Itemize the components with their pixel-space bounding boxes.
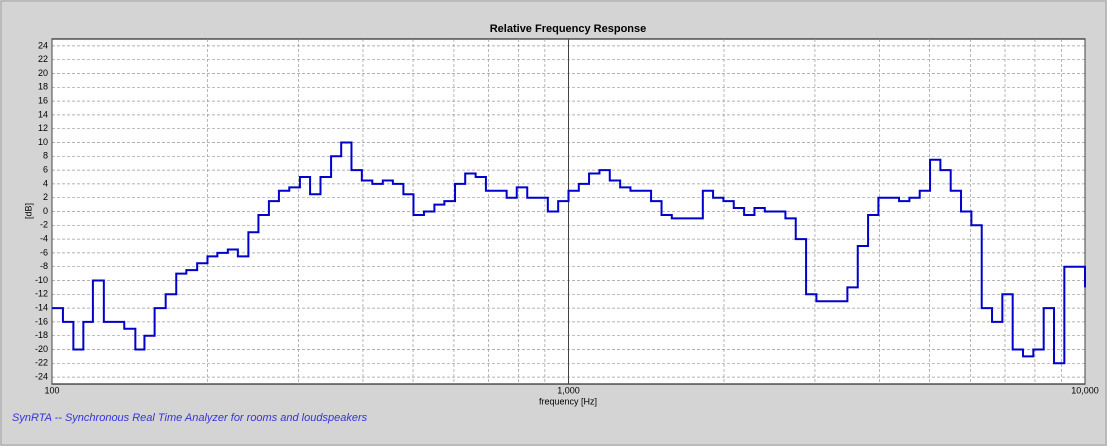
- y-tick-label: 16: [38, 95, 48, 105]
- x-tick-label: 1,000: [557, 385, 580, 395]
- y-tick-label: -12: [35, 289, 48, 299]
- y-tick-label: -4: [40, 233, 48, 243]
- x-tick-label: 10,000: [1071, 385, 1099, 395]
- y-tick-label: 10: [38, 137, 48, 147]
- y-tick-label: 2: [43, 192, 48, 202]
- y-tick-label: -8: [40, 261, 48, 271]
- data-line: [52, 141, 1086, 365]
- y-axis-label: [dB]: [23, 203, 33, 219]
- y-tick-label: 20: [38, 68, 48, 78]
- y-tick-label: -16: [35, 316, 48, 326]
- y-tick-label: 4: [43, 178, 48, 188]
- y-tick-label: -10: [35, 275, 48, 285]
- y-tick-label: 0: [43, 206, 48, 216]
- y-tick-label: -24: [35, 371, 48, 381]
- y-tick-label: 12: [38, 123, 48, 133]
- x-axis-label: frequency [Hz]: [539, 396, 597, 406]
- y-tick-label: 6: [43, 164, 48, 174]
- chart-title: Relative Frequency Response: [490, 23, 647, 35]
- y-tick-label: 14: [38, 109, 48, 119]
- y-tick-label: -20: [35, 344, 48, 354]
- y-tick-label: -6: [40, 247, 48, 257]
- y-tick-label: 8: [43, 151, 48, 161]
- y-tick-label: -18: [35, 330, 48, 340]
- y-tick-label: -14: [35, 302, 48, 312]
- y-tick-label: 18: [38, 82, 48, 92]
- y-tick-label: -2: [40, 220, 48, 230]
- y-tick-label: 22: [38, 54, 48, 64]
- x-tick-label: 100: [44, 385, 59, 395]
- footer: SynRTA -- Synchronous Real Time Analyzer…: [12, 412, 368, 424]
- y-tick-label: -22: [35, 358, 48, 368]
- y-tick-label: 24: [38, 40, 48, 50]
